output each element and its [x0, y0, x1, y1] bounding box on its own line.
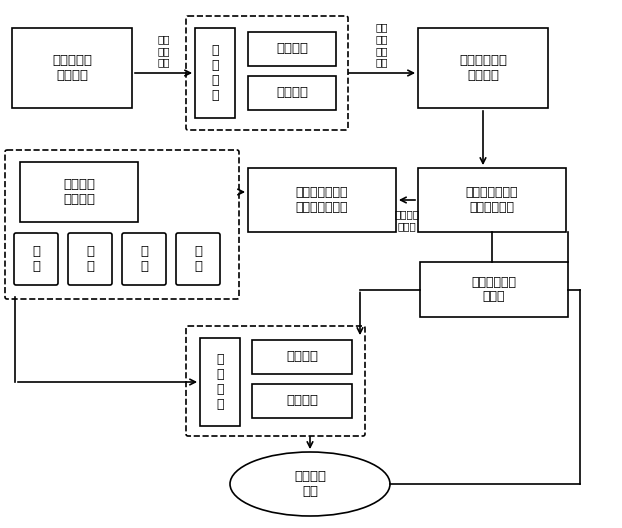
FancyBboxPatch shape: [122, 233, 166, 285]
Text: 位移响应: 位移响应: [276, 42, 308, 55]
Text: 参数敏感
性分析: 参数敏感 性分析: [394, 209, 419, 231]
Bar: [252, 340, 352, 374]
Text: 随机桥梁结构
温度场: 随机桥梁结构 温度场: [471, 276, 516, 304]
Text: 结
构
响
应: 结 构 响 应: [211, 44, 219, 102]
Text: 车
重: 车 重: [86, 245, 94, 273]
Bar: [418, 28, 548, 108]
Bar: [418, 168, 566, 232]
Text: 位移响应: 位移响应: [286, 351, 318, 363]
Text: 超清高速图
像采集仪: 超清高速图 像采集仪: [52, 54, 92, 82]
Text: 车
速: 车 速: [32, 245, 40, 273]
Text: 轴
距: 轴 距: [140, 245, 148, 273]
Bar: [248, 76, 336, 110]
Bar: [200, 338, 240, 426]
Text: 应变响应: 应变响应: [286, 394, 318, 408]
FancyBboxPatch shape: [14, 233, 58, 285]
Text: 应变响应: 应变响应: [276, 87, 308, 99]
Text: 轴
重: 轴 重: [194, 245, 202, 273]
Text: 图像
匹配
技术: 图像 匹配 技术: [157, 34, 170, 68]
Text: 铁路桥梁结构
特征参数: 铁路桥梁结构 特征参数: [459, 54, 507, 82]
Bar: [248, 168, 396, 232]
Bar: [20, 162, 138, 222]
Bar: [248, 32, 336, 66]
FancyBboxPatch shape: [186, 16, 348, 130]
Text: 结
构
响
应: 结 构 响 应: [216, 353, 224, 411]
Bar: [195, 28, 235, 118]
Bar: [12, 28, 132, 108]
FancyBboxPatch shape: [68, 233, 112, 285]
Text: 桥梁结构有限元
模型（初始）: 桥梁结构有限元 模型（初始）: [466, 186, 518, 214]
Text: 随机列车
荷载参数: 随机列车 荷载参数: [63, 178, 95, 206]
Text: 神经网络
模型: 神经网络 模型: [294, 470, 326, 498]
FancyBboxPatch shape: [186, 326, 365, 436]
Text: 特征
参数
动态
追踪: 特征 参数 动态 追踪: [376, 23, 388, 68]
Bar: [420, 262, 568, 317]
Bar: [252, 384, 352, 418]
FancyBboxPatch shape: [176, 233, 220, 285]
Text: 桥梁结构有限元
模型（修正后）: 桥梁结构有限元 模型（修正后）: [295, 186, 348, 214]
Ellipse shape: [230, 452, 390, 516]
FancyBboxPatch shape: [5, 150, 239, 299]
